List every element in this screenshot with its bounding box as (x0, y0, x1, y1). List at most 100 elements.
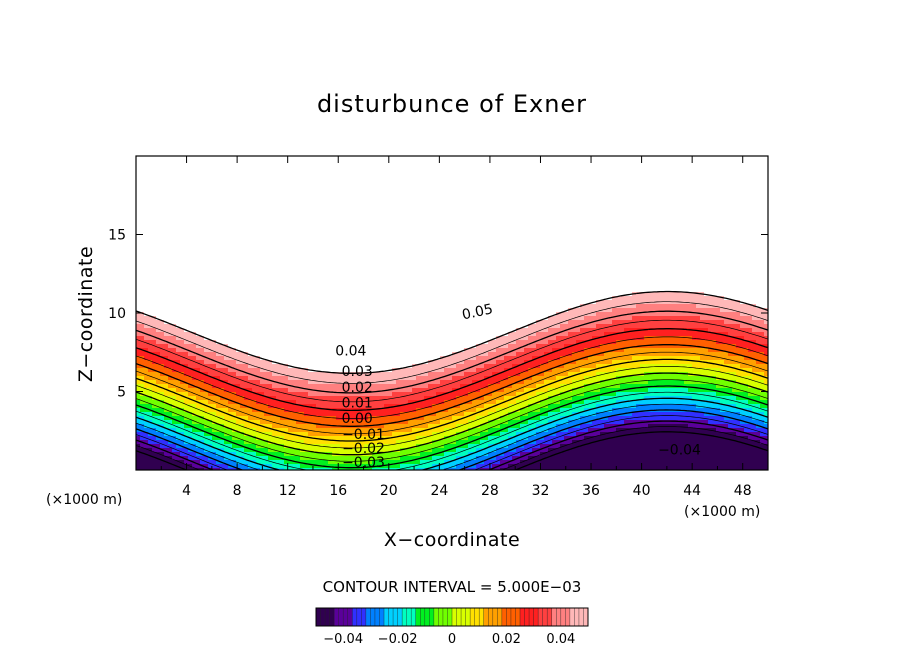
contour-fill-cell (276, 408, 281, 413)
contour-fill-cell (252, 452, 257, 457)
contour-fill-cell (360, 180, 365, 185)
contour-fill-cell (384, 316, 389, 321)
contour-fill-cell (140, 316, 145, 321)
contour-fill-cell (308, 188, 313, 193)
contour-fill-cell (312, 176, 317, 181)
contour-fill-cell (224, 240, 229, 245)
contour-fill-cell (224, 228, 229, 233)
contour-fill-cell (352, 304, 357, 309)
contour-fill-cell (184, 392, 189, 397)
contour-fill-cell (256, 452, 261, 457)
contour-fill-cell (300, 332, 305, 337)
contour-fill-cell (216, 440, 221, 445)
contour-fill-cell (292, 236, 297, 241)
contour-fill-cell (380, 176, 385, 181)
contour-fill-cell (172, 192, 177, 197)
contour-fill-cell (248, 172, 253, 177)
contour-fill-cell (312, 336, 317, 341)
contour-fill-cell (248, 444, 253, 449)
contour-fill-cell (148, 364, 153, 369)
contour-fill-cell (280, 200, 285, 205)
contour-fill-cell (180, 292, 185, 297)
contour-fill-cell (204, 412, 209, 417)
contour-fill-cell (376, 188, 381, 193)
contour-fill-cell (200, 448, 205, 453)
contour-fill-cell (148, 468, 153, 470)
contour-fill-cell (152, 388, 157, 393)
contour-fill-cell (316, 332, 321, 337)
contour-fill-cell (196, 340, 201, 345)
contour-fill-cell (212, 348, 217, 353)
contour-fill-cell (224, 376, 229, 381)
contour-fill-cell (264, 448, 269, 453)
contour-fill-cell (236, 432, 241, 437)
contour-fill-cell (228, 176, 233, 181)
contour-fill-cell (380, 428, 385, 433)
contour-fill-cell (220, 256, 225, 261)
contour-fill-cell (176, 272, 181, 277)
contour-fill-cell (220, 212, 225, 217)
contour-fill-cell (236, 400, 241, 405)
contour-fill-cell (292, 248, 297, 253)
contour-fill-cell (136, 368, 141, 373)
contour-fill-cell (352, 264, 357, 269)
contour-fill-cell (256, 272, 261, 277)
contour-fill-cell (304, 324, 309, 329)
contour-fill-cell (340, 216, 345, 221)
contour-fill-cell (340, 336, 345, 341)
contour-fill-cell (260, 420, 265, 425)
contour-fill-cell (236, 236, 241, 241)
contour-fill-cell (340, 272, 345, 277)
contour-fill-cell (140, 300, 145, 305)
contour-fill-cell (312, 236, 317, 241)
contour-fill-cell (168, 420, 173, 425)
contour-fill-cell (376, 468, 381, 470)
contour-fill-cell (292, 408, 297, 413)
contour-fill-cell (300, 272, 305, 277)
contour-fill-cell (136, 440, 141, 445)
contour-fill-cell (348, 396, 353, 401)
contour-fill-cell (200, 172, 205, 177)
contour-fill-cell (200, 340, 205, 345)
contour-fill-cell (200, 296, 205, 301)
contour-fill-cell (160, 324, 165, 329)
contour-fill-cell (264, 336, 269, 341)
contour-fill-cell (240, 356, 245, 361)
contour-fill-cell (168, 328, 173, 333)
contour-fill-cell (364, 188, 369, 193)
contour-fill-cell (364, 308, 369, 313)
contour-fill-cell (232, 180, 237, 185)
contour-fill-cell (280, 236, 285, 241)
contour-fill-cell (156, 220, 161, 225)
contour-fill-cell (184, 172, 189, 177)
contour-fill-cell (360, 252, 365, 257)
contour-fill-cell (260, 300, 265, 305)
contour-fill-cell (320, 256, 325, 261)
contour-fill-cell (216, 336, 221, 341)
contour-fill-cell (340, 328, 345, 333)
contour-fill-cell (192, 348, 197, 353)
contour-fill-cell (308, 384, 313, 389)
contour-fill-cell (268, 332, 273, 337)
contour-fill-cell (324, 360, 329, 365)
contour-fill-cell (192, 232, 197, 237)
contour-fill-cell (148, 312, 153, 317)
contour-fill-cell (144, 164, 149, 169)
contour-fill-cell (208, 308, 213, 313)
contour-fill-cell (168, 176, 173, 181)
contour-fill-cell (188, 248, 193, 253)
contour-fill-cell (284, 436, 289, 441)
contour-fill-cell (196, 408, 201, 413)
contour-fill-cell (360, 228, 365, 233)
contour-fill-cell (256, 236, 261, 241)
contour-fill-cell (244, 436, 249, 441)
contour-fill-cell (348, 204, 353, 209)
contour-fill-cell (376, 356, 381, 361)
contour-fill-cell (264, 388, 269, 393)
contour-fill-cell (252, 280, 257, 285)
contour-fill-cell (172, 416, 177, 421)
contour-fill-cell (324, 260, 329, 265)
contour-fill-cell (340, 464, 345, 469)
contour-fill-cell (352, 156, 357, 161)
contour-fill-cell (212, 236, 217, 241)
